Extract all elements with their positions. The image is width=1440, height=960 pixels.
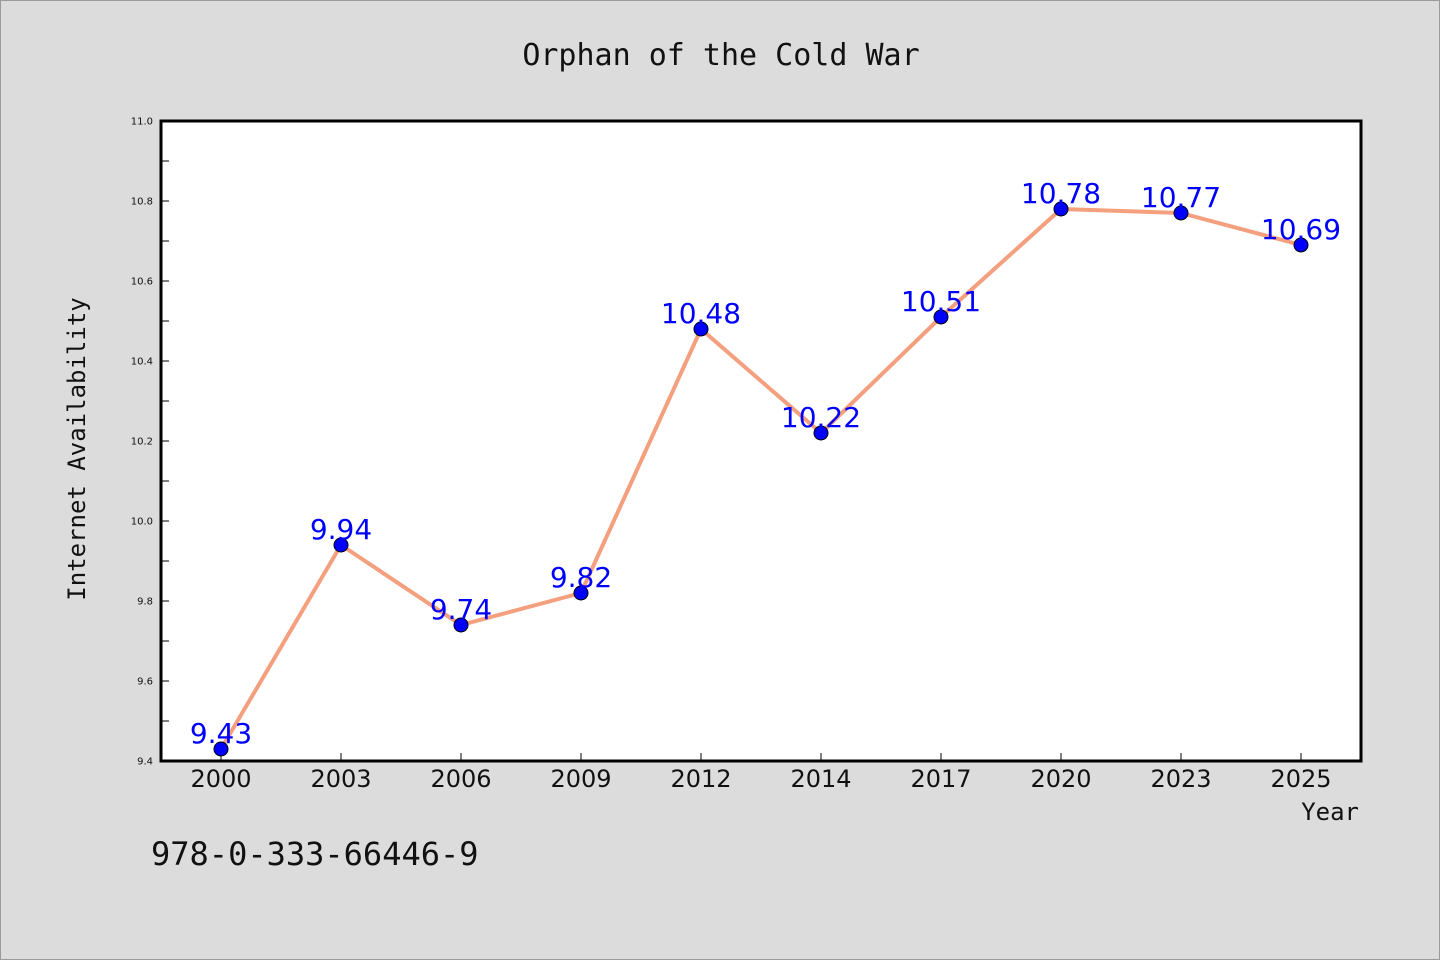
x-tick-label: 2000 <box>190 765 251 793</box>
data-label: 10.51 <box>901 285 981 318</box>
data-label: 10.22 <box>781 401 861 434</box>
data-point-marker <box>453 617 469 633</box>
data-point-marker <box>693 321 709 337</box>
plot-frame <box>159 119 1363 763</box>
x-tick-label: 2012 <box>670 765 731 793</box>
footer-isbn-text: 978-0-333-66446-9 <box>151 835 479 873</box>
x-tick-label: 2009 <box>550 765 611 793</box>
data-point-marker <box>333 537 349 553</box>
y-tick-label: 10.0 <box>131 517 153 528</box>
data-point-marker <box>573 585 589 601</box>
x-axis-ticks: 2000 2003 2006 2009 2012 2014 2017 2020 2023 2025 <box>190 753 1332 793</box>
data-label: 9.43 <box>190 717 252 750</box>
y-tick-label: 9.6 <box>137 677 153 688</box>
y-tick-label: 10.2 <box>131 437 153 448</box>
y-tick-label: 11.0 <box>131 117 153 128</box>
y-tick-label: 10.8 <box>131 197 153 208</box>
x-tick-label: 2023 <box>1150 765 1211 793</box>
data-point-marker <box>1293 237 1309 253</box>
series-line <box>219 207 1302 751</box>
y-tick-label: 10.6 <box>131 277 153 288</box>
data-labels: 9.43 9.94 9.74 9.82 10.48 10.22 10.51 10.78 10.7… <box>190 177 1341 750</box>
data-label: 10.69 <box>1261 213 1341 246</box>
series-markers <box>213 201 1309 757</box>
x-tick-label: 2006 <box>430 765 491 793</box>
x-tick-label: 2025 <box>1270 765 1331 793</box>
plot-area <box>161 121 1361 761</box>
data-label: 10.48 <box>661 297 741 330</box>
data-label: 9.94 <box>310 513 372 546</box>
data-point-marker <box>813 425 829 441</box>
x-tick-label: 2020 <box>1030 765 1091 793</box>
y-tick-label: 10.4 <box>131 357 153 368</box>
y-tick-label: 9.4 <box>137 757 153 768</box>
data-point-marker <box>1173 205 1189 221</box>
data-point-marker <box>213 741 229 757</box>
x-tick-label: 2003 <box>310 765 371 793</box>
data-point-marker <box>1053 201 1069 217</box>
data-label: 10.78 <box>1021 177 1101 210</box>
data-label: 9.82 <box>550 561 612 594</box>
chart-title: Orphan of the Cold War <box>522 38 919 73</box>
data-point-marker <box>933 309 949 325</box>
data-label: 10.77 <box>1141 181 1221 214</box>
x-tick-label: 2014 <box>790 765 851 793</box>
data-label: 9.74 <box>430 593 492 626</box>
x-tick-label: 2017 <box>910 765 971 793</box>
y-tick-label: 9.8 <box>137 597 153 608</box>
y-axis-label: Internet Availability <box>63 297 91 600</box>
x-axis-label: Year <box>1301 798 1359 826</box>
